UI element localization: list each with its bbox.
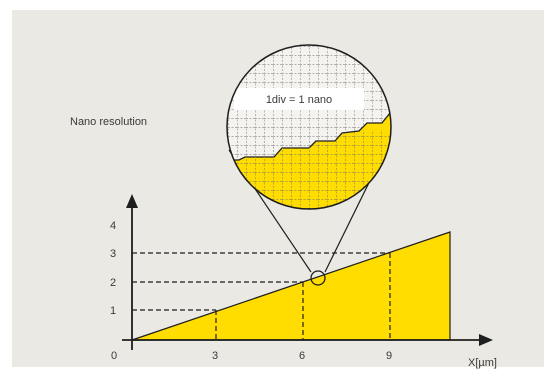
main-fill-area [131, 231, 451, 341]
x-axis-label: X[µm] [468, 357, 497, 369]
zoom-title: Nano resolution [70, 116, 147, 128]
y-tick-label: 1 [110, 305, 116, 317]
arrow-right-icon [479, 334, 493, 346]
origin-label: 0 [111, 350, 117, 362]
arrow-up-icon [126, 194, 138, 208]
y-tick-label: 3 [110, 248, 116, 260]
nano-resolution-diagram: 0 3 6 9 X[µm] 1 2 3 4 1div = 1 nan [70, 44, 497, 369]
division-note: 1div = 1 nano [266, 94, 332, 106]
x-tick-label: 3 [212, 350, 218, 362]
magnifier-circle-icon: 1div = 1 nano [226, 44, 392, 210]
y-tick-label: 2 [110, 277, 116, 289]
y-tick-label: 4 [110, 220, 116, 232]
x-tick-label: 6 [299, 350, 305, 362]
division-note-box [234, 88, 364, 110]
guide-lines [132, 252, 391, 340]
axes [122, 194, 493, 350]
zoom-marker-circle [310, 270, 326, 286]
diagram-panel: 0 3 6 9 X[µm] 1 2 3 4 1div = 1 nan [12, 10, 544, 369]
x-tick-label: 9 [386, 350, 392, 362]
